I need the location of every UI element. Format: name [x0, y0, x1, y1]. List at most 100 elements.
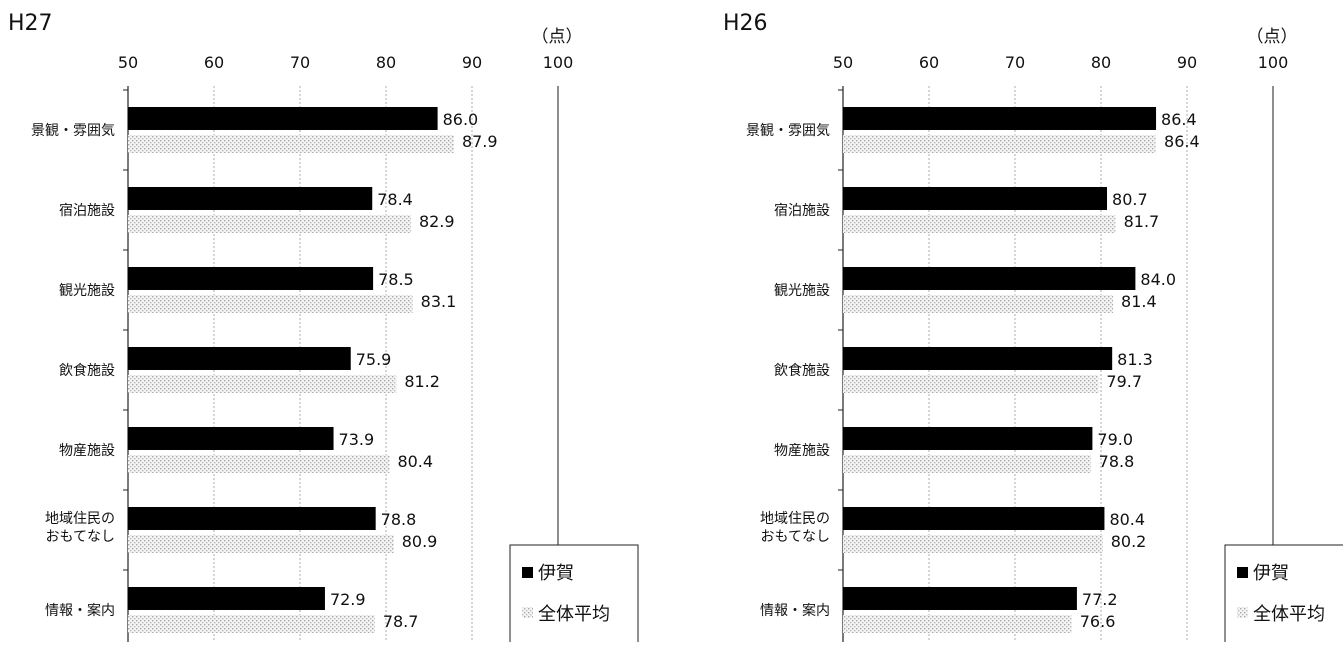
- panel-1-bar-iga: [843, 507, 1105, 530]
- panel-1-category-label: 宿泊施設: [774, 202, 830, 219]
- panel-0-category-label: おもてなし: [46, 529, 115, 545]
- panel-1-category-label: 物産施設: [774, 443, 830, 459]
- panel-0-category-label: 地域住民の: [45, 511, 115, 527]
- panel-0-category-label: 飲食施設: [59, 362, 115, 379]
- panel-1-value-label-average: 81.7: [1124, 212, 1160, 231]
- panel-0-value-label-iga: 72.9: [330, 590, 366, 609]
- panel-0-bar-iga: [128, 507, 376, 530]
- panel-1-bar-average: [843, 295, 1114, 313]
- panel-0-bar-average: [128, 215, 411, 233]
- panel-0-category-label: 物産施設: [59, 443, 115, 459]
- panel-1-unit-label: （点）: [1247, 27, 1298, 47]
- panel-1-value-label-iga: 81.3: [1117, 350, 1153, 369]
- panel-0-bar-iga: [128, 347, 351, 370]
- panel-1-tick-label: 90: [1177, 53, 1197, 72]
- panel-1-bar-iga: [843, 347, 1113, 370]
- panel-1-category-label: おもてなし: [761, 529, 830, 545]
- panel-0-value-label-iga: 75.9: [356, 350, 392, 369]
- panel-0-value-label-iga: 78.4: [377, 190, 413, 209]
- panel-1-bar-iga: [843, 107, 1157, 130]
- panel-1-bar-average: [843, 615, 1072, 633]
- panel-0-tick-label: 70: [290, 53, 310, 72]
- panel-1-value-label-average: 80.2: [1111, 532, 1147, 551]
- panel-0-value-label-average: 80.9: [402, 532, 438, 551]
- panel-1-category-label: 景観・雰囲気: [746, 122, 830, 139]
- panel-0-value-label-iga: 78.8: [381, 510, 417, 529]
- panel-1-value-label-iga: 86.4: [1161, 110, 1197, 129]
- panel-0-value-label-iga: 86.0: [443, 110, 479, 129]
- panel-0-value-label-average: 82.9: [419, 212, 455, 231]
- panel-1-value-label-iga: 80.4: [1109, 510, 1145, 529]
- panel-1-legend-label-iga: 伊賀: [1253, 563, 1289, 584]
- panel-1-legend-box: [1224, 544, 1343, 646]
- panel-0-bar-average: [128, 295, 413, 313]
- panel-0-value-label-average: 78.7: [383, 612, 419, 631]
- panel-1-tick-label: 50: [833, 53, 853, 72]
- panel-0-tick-label: 50: [118, 53, 138, 72]
- panel-1-category-label: 情報・案内: [760, 602, 830, 619]
- panel-1-bar-average: [843, 135, 1157, 153]
- panel-1-bar-iga: [843, 187, 1108, 210]
- panel-1-value-label-average: 81.4: [1121, 292, 1157, 311]
- panel-0-tick-label: 90: [462, 53, 482, 72]
- panel-0-bar-iga: [128, 267, 374, 290]
- panel-0-legend-label-iga: 伊賀: [538, 563, 574, 584]
- panel-1-bar-iga: [843, 587, 1077, 610]
- panel-0-legend-swatch-iga: [522, 567, 533, 578]
- panel-1-category-label: 観光施設: [774, 282, 830, 299]
- panel-0-value-label-average: 87.9: [462, 132, 498, 151]
- panel-0-value-label-average: 80.4: [397, 452, 433, 471]
- panel-1-value-label-iga: 77.2: [1082, 590, 1118, 609]
- panel-1-bar-average: [843, 215, 1116, 233]
- panel-1-tick-label: 100: [1258, 53, 1289, 72]
- panel-1-bar-average: [843, 535, 1103, 553]
- panel-1-title: H26: [723, 11, 768, 36]
- panel-0-title: H27: [8, 11, 53, 36]
- panel-1-tick-label: 80: [1091, 53, 1111, 72]
- panel-1-category-label: 飲食施設: [774, 362, 830, 379]
- panel-0-bar-iga: [128, 107, 438, 130]
- panel-0-bar-iga: [128, 587, 325, 610]
- panel-0-legend-swatch-average: [522, 607, 533, 618]
- panel-0-tick-label: 60: [204, 53, 224, 72]
- panel-1-bar-average: [843, 455, 1091, 473]
- panel-0-bar-average: [128, 455, 390, 473]
- panel-1-bar-average: [843, 375, 1099, 393]
- panel-1-value-label-iga: 79.0: [1097, 430, 1133, 449]
- panel-0-bar-average: [128, 615, 375, 633]
- panel-0-value-label-iga: 73.9: [339, 430, 375, 449]
- panel-0-bar-iga: [128, 427, 334, 450]
- panel-1-legend-swatch-average: [1237, 607, 1248, 618]
- panel-0-category-label: 観光施設: [59, 282, 115, 299]
- panel-0-bar-average: [128, 535, 394, 553]
- panel-0-bar-iga: [128, 187, 373, 210]
- panel-1-value-label-average: 79.7: [1106, 372, 1142, 391]
- panel-1-tick-label: 60: [919, 53, 939, 72]
- panel-0-category-label: 宿泊施設: [59, 202, 115, 219]
- panel-1-bar-iga: [843, 267, 1136, 290]
- panel-0-category-label: 情報・案内: [45, 602, 115, 619]
- panel-1-value-label-average: 76.6: [1080, 612, 1116, 631]
- panel-0-bar-average: [128, 135, 454, 153]
- panel-0-legend-label-average: 全体平均: [538, 604, 610, 625]
- panel-1-legend-swatch-iga: [1237, 567, 1248, 578]
- panel-0-legend-box: [509, 544, 639, 646]
- panel-1-value-label-iga: 80.7: [1112, 190, 1148, 209]
- panel-0-unit-label: （点）: [532, 27, 583, 47]
- panel-0-value-label-average: 83.1: [421, 292, 457, 311]
- panel-1-tick-label: 70: [1005, 53, 1025, 72]
- panel-0-value-label-iga: 78.5: [378, 270, 414, 289]
- panel-0-tick-label: 100: [543, 53, 574, 72]
- panel-0-category-label: 景観・雰囲気: [31, 122, 115, 139]
- panel-0-bar-average: [128, 375, 397, 393]
- panel-0-tick-label: 80: [376, 53, 396, 72]
- panel-1-value-label-average: 86.4: [1164, 132, 1200, 151]
- panel-1-value-label-iga: 84.0: [1140, 270, 1176, 289]
- panel-0-value-label-average: 81.2: [404, 372, 440, 391]
- panel-1-value-label-average: 78.8: [1099, 452, 1135, 471]
- panel-1-bar-iga: [843, 427, 1093, 450]
- panel-1-category-label: 地域住民の: [760, 511, 830, 527]
- panel-1-legend-label-average: 全体平均: [1253, 604, 1325, 625]
